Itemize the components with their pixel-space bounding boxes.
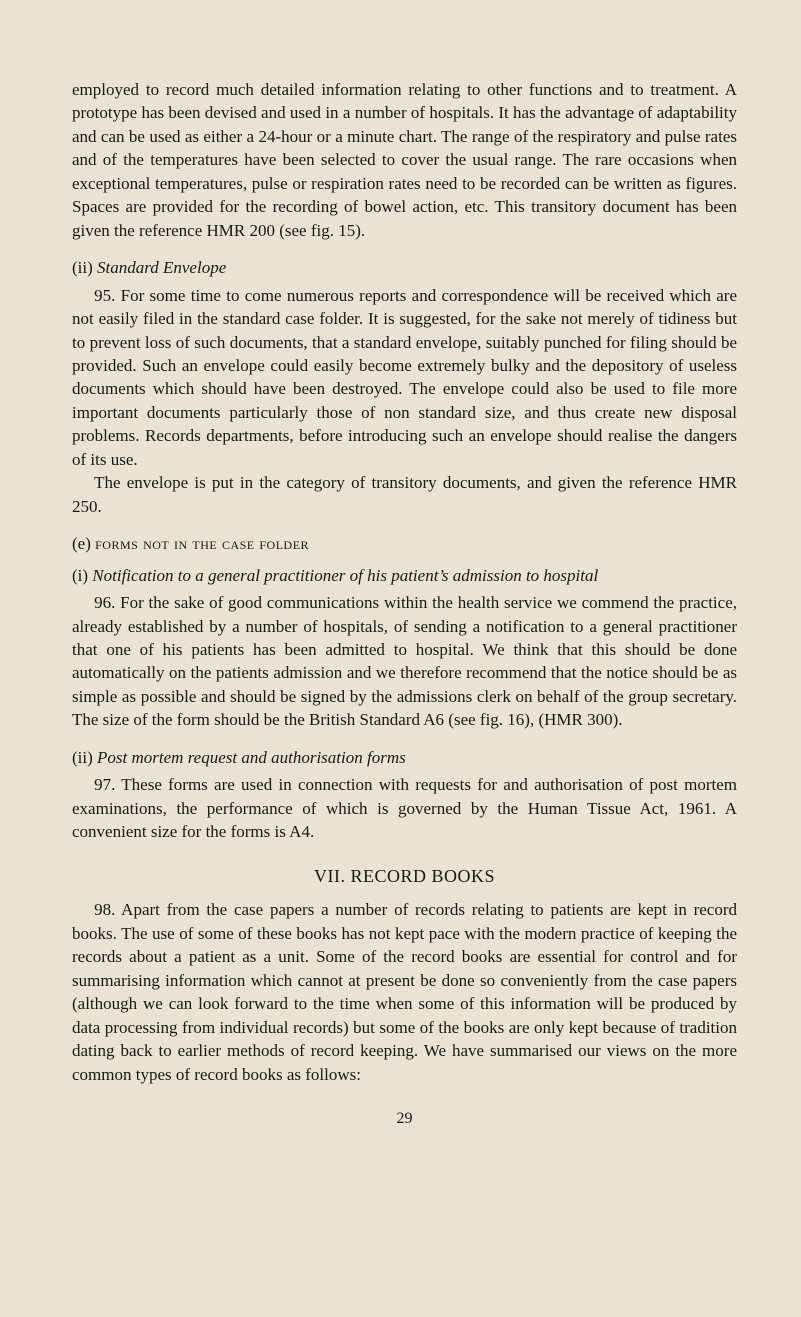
section-label: (e) (72, 534, 95, 553)
subheading-ii-post-mortem: (ii) Post mortem request and authorisati… (72, 746, 737, 769)
heading-vii-record-books: VII. RECORD BOOKS (72, 864, 737, 889)
body-paragraph-96: 96. For the sake of good communications … (72, 591, 737, 732)
subheading-i-notification: (i) Notification to a general practition… (72, 564, 737, 587)
paragraph-block: 97. These forms are used in connection w… (72, 773, 737, 843)
body-paragraph-97: 97. These forms are used in connection w… (72, 773, 737, 843)
subheading-title: Standard Envelope (97, 258, 226, 277)
subheading-title: Notification to a general practitioner o… (92, 566, 598, 585)
subheading-ii-standard-envelope: (ii) Standard Envelope (72, 256, 737, 279)
document-page: employed to record much detailed informa… (0, 0, 801, 1317)
subheading-title: Post mortem request and authorisation fo… (97, 748, 406, 767)
body-paragraph-95b: The envelope is put in the category of t… (72, 471, 737, 518)
body-paragraph-95: 95. For some time to come numerous repor… (72, 284, 737, 472)
paragraph-block: 95. For some time to come numerous repor… (72, 284, 737, 519)
section-title: FORMS NOT IN THE CASE FOLDER (95, 534, 309, 553)
page-number: 29 (72, 1108, 737, 1130)
subheading-label: (ii) (72, 748, 97, 767)
section-e-heading: (e) FORMS NOT IN THE CASE FOLDER (72, 532, 737, 555)
paragraph-block: employed to record much detailed informa… (72, 78, 737, 242)
subheading-label: (i) (72, 566, 92, 585)
subheading-label: (ii) (72, 258, 97, 277)
paragraph-block: 98. Apart from the case papers a number … (72, 898, 737, 1086)
body-paragraph: employed to record much detailed informa… (72, 78, 737, 242)
paragraph-block: 96. For the sake of good communications … (72, 591, 737, 732)
body-paragraph-98: 98. Apart from the case papers a number … (72, 898, 737, 1086)
